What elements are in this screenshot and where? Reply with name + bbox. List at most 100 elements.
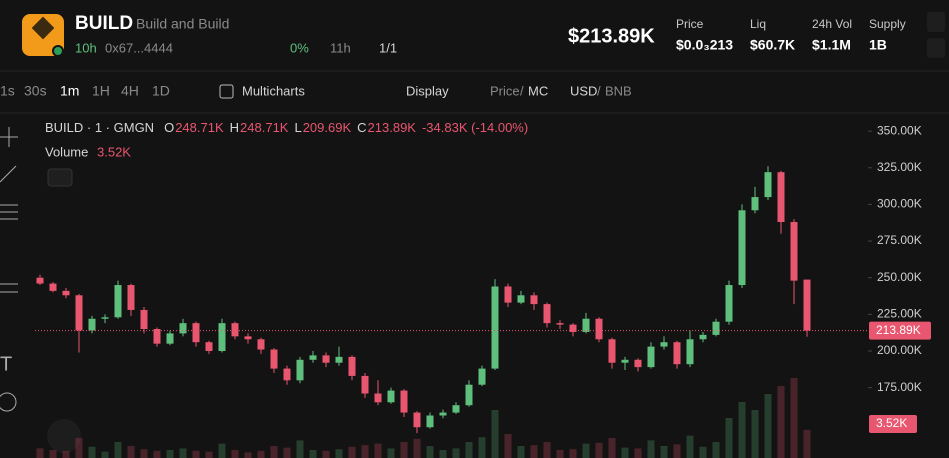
candle-body (218, 323, 226, 351)
candle-body (348, 356, 356, 376)
ratio: 1/1 (379, 40, 397, 55)
volume-bar (283, 447, 291, 458)
candle-body (556, 323, 564, 325)
candle-body (543, 304, 551, 324)
candle-body (491, 286, 499, 369)
volume-bar (413, 438, 421, 458)
candle-body (257, 339, 265, 350)
volume-bar (309, 450, 317, 458)
volume-bar (569, 449, 577, 458)
interval[interactable]: 4H (121, 83, 139, 99)
multicharts[interactable]: Multicharts (242, 83, 305, 98)
button[interactable] (927, 12, 945, 32)
volume-bar (608, 438, 616, 458)
last-price-label: 213.89K (876, 323, 921, 337)
last-price-tag (869, 321, 931, 340)
candle-body (634, 359, 642, 368)
volume-bar (348, 446, 356, 458)
volume-bar (621, 447, 629, 458)
volume-bar (36, 448, 44, 458)
interval[interactable]: 1H (92, 83, 110, 99)
candle-body (426, 415, 434, 428)
stat-value: 1B (869, 37, 887, 53)
stat-value: $60.7K (750, 37, 795, 53)
market-cap: $213.89K (568, 25, 655, 47)
emoji-tool[interactable] (0, 392, 17, 412)
volume-value: 3.52K (97, 144, 131, 159)
candle-body (777, 172, 785, 223)
volume-bar (647, 440, 655, 458)
volume-bar (582, 443, 590, 458)
candle-body (504, 286, 512, 303)
button[interactable] (927, 38, 945, 58)
logo-mark (31, 16, 55, 40)
price-toggle[interactable]: Price (490, 83, 520, 98)
usd-toggle[interactable]: USD (570, 83, 597, 98)
volume-bar (153, 450, 161, 458)
stat-label: Liq (750, 17, 766, 31)
y-tick-label: 350.00K (877, 123, 922, 137)
legend-part: O (164, 120, 174, 135)
interval[interactable]: 30s (24, 83, 47, 99)
stat-label: Supply (869, 17, 906, 31)
checkbox[interactable] (219, 84, 234, 99)
legend-part: H (230, 120, 239, 135)
stat-label: 24h Vol (812, 17, 852, 31)
candle-body (738, 210, 746, 286)
volume-bar (725, 418, 733, 458)
volume-bar (179, 448, 187, 458)
candle-body (179, 323, 187, 334)
candle-body (790, 222, 798, 281)
display[interactable]: Display (406, 83, 449, 98)
volume-bar (504, 434, 512, 458)
chart: 350.00K 325.00K 300.00K 275.00K 250.00K 225.0… (35, 120, 931, 458)
badge (52, 45, 64, 57)
slash: / (520, 83, 524, 98)
volume-bar (166, 450, 174, 458)
volume-bar (101, 451, 109, 458)
legend-part: -34.83K (-14.00%) (422, 120, 528, 135)
volume-bar (49, 450, 57, 458)
volume-bar (764, 394, 772, 458)
candle-body (62, 290, 70, 296)
slash: / (597, 83, 601, 98)
bnb-toggle[interactable]: BNB (605, 83, 632, 98)
candle-body (231, 323, 239, 337)
volume-bar (803, 429, 811, 458)
volume-bar (296, 440, 304, 458)
candle-body (205, 342, 213, 351)
volume-bar (439, 450, 447, 458)
volume-bar (218, 443, 226, 458)
y-tick-label: 275.00K (877, 233, 922, 247)
candle-body (608, 339, 616, 363)
text-tool[interactable]: T (0, 353, 12, 375)
y-tick-label: 300.00K (877, 197, 922, 211)
volume-bar (556, 450, 564, 458)
interval[interactable]: 1m (60, 83, 79, 99)
volume-bar (699, 446, 707, 458)
line-tool[interactable] (0, 165, 17, 183)
candle-body (374, 393, 382, 403)
mc-toggle[interactable]: MC (528, 83, 548, 98)
token-name: Build and Build (136, 16, 229, 32)
candle-body (244, 336, 252, 340)
stat-label: Price (676, 17, 704, 31)
address[interactable]: 0x67...4444 (105, 40, 173, 55)
candle-body (101, 317, 109, 319)
candle-body (621, 359, 629, 363)
holders: 0% (290, 40, 309, 55)
volume-bar (465, 442, 473, 458)
candle-body (387, 390, 395, 403)
volume-bar (244, 452, 252, 458)
candle-body (699, 334, 707, 340)
collapse-button[interactable] (47, 168, 73, 187)
candle-body (452, 405, 460, 413)
candle-body (140, 309, 148, 330)
volume-bar (777, 386, 785, 458)
candle-body (296, 359, 304, 381)
legend-part: 248.71K (175, 120, 224, 135)
interval[interactable]: 1D (152, 83, 170, 99)
volume-bar (361, 445, 369, 458)
candle-body (114, 285, 122, 318)
interval[interactable]: 1s (0, 83, 15, 99)
